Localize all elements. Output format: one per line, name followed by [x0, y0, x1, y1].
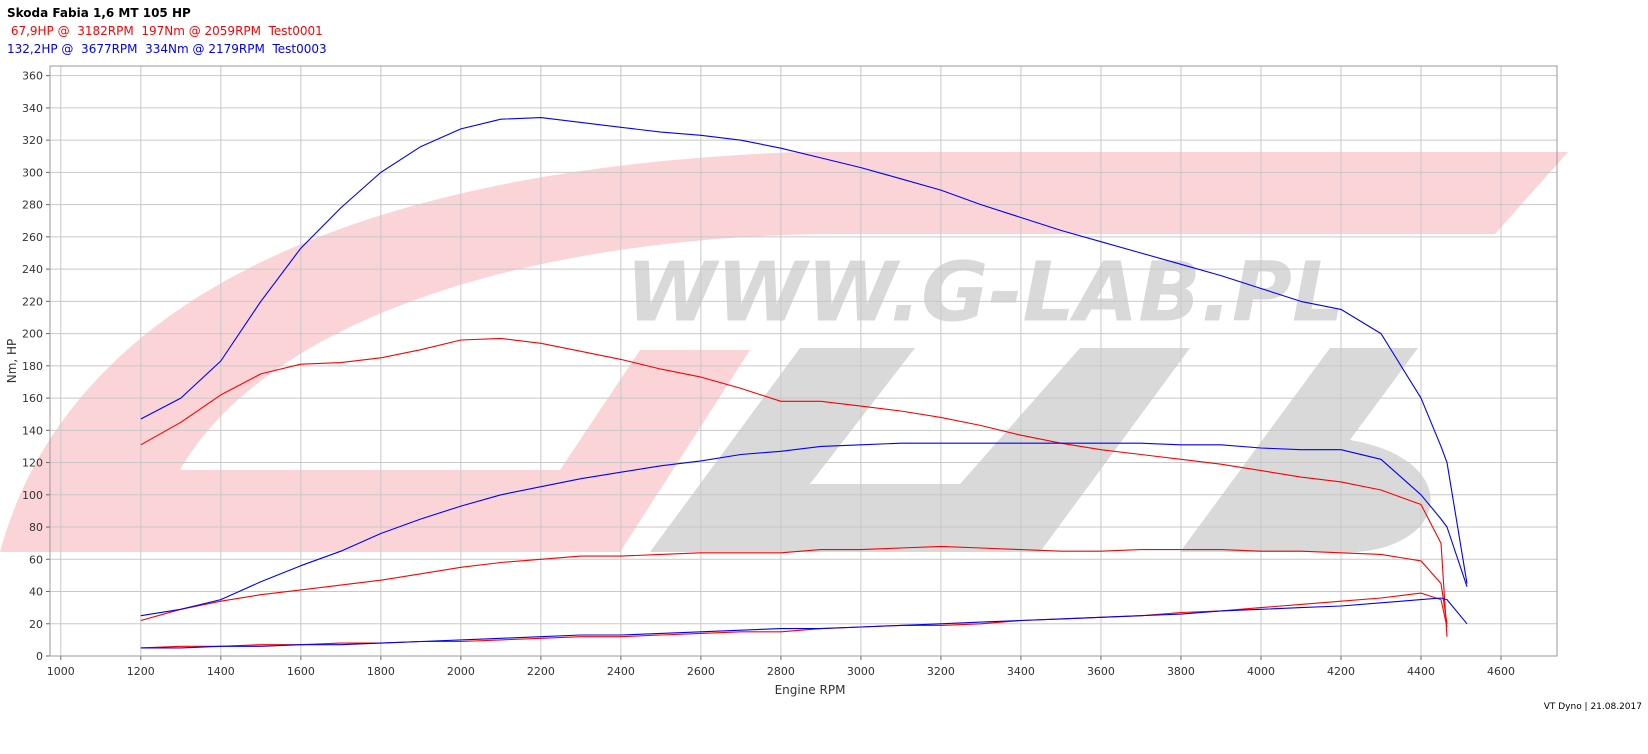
x-tick-label: 2400 [607, 665, 635, 678]
x-tick-label: 4200 [1327, 665, 1355, 678]
x-tick-label: 3000 [847, 665, 875, 678]
y-tick-label: 240 [22, 263, 43, 276]
y-tick-label: 120 [22, 457, 43, 470]
x-axis-label: Engine RPM [775, 683, 846, 697]
watermark-shape [650, 348, 1190, 552]
watermark-text: WWW.G-LAB.PL [626, 245, 1344, 340]
x-tick-label: 3400 [1007, 665, 1035, 678]
x-tick-label: 1600 [287, 665, 315, 678]
y-tick-label: 20 [29, 618, 43, 631]
x-tick-label: 1200 [127, 665, 155, 678]
y-tick-label: 300 [22, 166, 43, 179]
y-tick-label: 160 [22, 392, 43, 405]
series-line [140, 337, 1448, 637]
x-tick-label: 2000 [447, 665, 475, 678]
watermark-swoosh [0, 152, 1568, 552]
y-tick-label: 80 [29, 521, 43, 534]
x-tick-label: 2800 [767, 665, 795, 678]
plot-frame [49, 65, 1558, 657]
x-tick-label: 2600 [687, 665, 715, 678]
legend-entry: 132,2HP @ 3677RPM 334Nm @ 2179RPM Test00… [7, 42, 327, 56]
series-line [140, 117, 1468, 584]
series-line [140, 545, 1448, 624]
series-line [140, 597, 1468, 649]
y-axis-label: Nm, HP [5, 339, 19, 384]
x-tick-label: 3600 [1087, 665, 1115, 678]
y-tick-label: 340 [22, 102, 43, 115]
footer-note: VT Dyno | 21.08.2017 [1544, 702, 1642, 712]
x-tick-label: 1000 [47, 665, 75, 678]
x-tick-label: 2200 [527, 665, 555, 678]
legend-entry: 67,9HP @ 3182RPM 197Nm @ 2059RPM Test000… [7, 24, 323, 38]
y-tick-label: 180 [22, 360, 43, 373]
y-tick-label: 280 [22, 199, 43, 212]
x-tick-label: 3800 [1167, 665, 1195, 678]
x-tick-label: 4000 [1247, 665, 1275, 678]
y-tick-label: 140 [22, 424, 43, 437]
watermark: WWW.G-LAB.PL [0, 152, 1568, 553]
x-tick-label: 1800 [367, 665, 395, 678]
y-tick-label: 0 [36, 650, 43, 663]
y-tick-label: 100 [22, 489, 43, 502]
x-tick-label: 1400 [207, 665, 235, 678]
chart-title: Skoda Fabia 1,6 MT 105 HP [7, 6, 191, 20]
y-tick-label: 60 [29, 553, 43, 566]
y-tick-label: 220 [22, 295, 43, 308]
y-tick-label: 200 [22, 328, 43, 341]
series-line [140, 592, 1448, 649]
series-line [140, 442, 1468, 617]
x-tick-label: 4600 [1487, 665, 1515, 678]
y-tick-label: 320 [22, 134, 43, 147]
x-tick-label: 4400 [1407, 665, 1435, 678]
y-tick-label: 260 [22, 231, 43, 244]
x-tick-label: 3200 [927, 665, 955, 678]
y-tick-label: 40 [29, 586, 43, 599]
y-tick-label: 360 [22, 70, 43, 83]
